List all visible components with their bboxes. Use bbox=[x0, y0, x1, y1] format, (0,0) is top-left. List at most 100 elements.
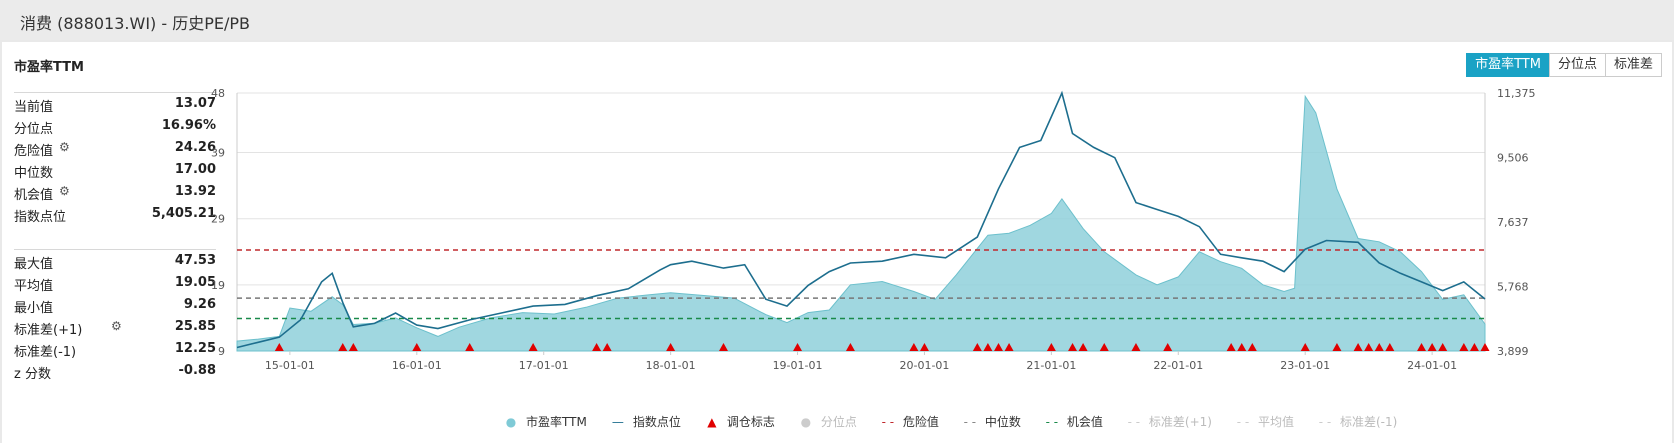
stat-row: 最小值 9.26 bbox=[14, 294, 216, 316]
gear-icon[interactable]: ⚙ bbox=[59, 184, 70, 198]
legend-symbol-icon: - - bbox=[1045, 414, 1059, 429]
gear-icon[interactable]: ⚙ bbox=[111, 319, 122, 333]
stat-label: 标准差(-1) bbox=[14, 345, 77, 360]
rebalance-marker bbox=[348, 343, 358, 351]
chart-panel: 市盈率TTM 市盈率TTM 分位点 标准差 当前值 13.07 分位点 16.96% 危… bbox=[2, 42, 1672, 443]
stat-label: 最大值 bbox=[14, 257, 54, 272]
stat-value: 47.53 bbox=[174, 253, 216, 268]
legend-symbol-icon: - - bbox=[1236, 414, 1250, 429]
legend-item[interactable]: — 指数点位 bbox=[609, 413, 681, 430]
rebalance-marker bbox=[1459, 343, 1469, 351]
stat-label: 标准差(+1) bbox=[14, 323, 83, 338]
x-tick-label: 17-01-01 bbox=[519, 359, 569, 372]
rebalance-marker bbox=[1480, 343, 1490, 351]
rebalance-marker bbox=[1385, 343, 1395, 351]
x-tick-label: 16-01-01 bbox=[392, 359, 442, 372]
rebalance-marker bbox=[1237, 343, 1247, 351]
rebalance-marker bbox=[1300, 343, 1310, 351]
rebalance-marker bbox=[1078, 343, 1088, 351]
rebalance-marker bbox=[1099, 343, 1109, 351]
stat-label: 指数点位 bbox=[14, 210, 67, 225]
stat-label: 最小值 bbox=[14, 301, 54, 316]
legend-item[interactable]: - - 标准差(+1) bbox=[1125, 413, 1212, 430]
stat-label: z 分数 bbox=[14, 367, 51, 382]
rebalance-marker bbox=[1046, 343, 1056, 351]
legend-label: 指数点位 bbox=[632, 415, 681, 429]
stat-value: 12.25 bbox=[174, 341, 216, 356]
rebalance-marker bbox=[274, 343, 284, 351]
stat-value: 25.85 bbox=[174, 319, 216, 334]
window-title: 消费 (888013.WI) - 历史PE/PB bbox=[20, 14, 250, 33]
legend-item[interactable]: ● 市盈率TTM bbox=[502, 413, 587, 430]
y-left-tick-label: 29 bbox=[211, 213, 225, 226]
rebalance-marker bbox=[983, 343, 993, 351]
stat-value: 13.07 bbox=[174, 96, 216, 111]
legend-item[interactable]: - - 机会值 bbox=[1043, 413, 1103, 430]
index-level-line bbox=[236, 90, 1486, 349]
x-tick-label: 15-01-01 bbox=[265, 359, 315, 372]
legend-label: 分位点 bbox=[820, 415, 857, 429]
rebalance-marker bbox=[602, 343, 612, 351]
rebalance-marker bbox=[793, 343, 803, 351]
panel-title: 市盈率TTM bbox=[14, 60, 84, 75]
legend-symbol-icon: - - bbox=[881, 414, 895, 429]
rebalance-marker bbox=[1163, 343, 1173, 351]
legend-item[interactable]: ▲ 调仓标志 bbox=[703, 413, 775, 430]
x-tick-label: 19-01-01 bbox=[773, 359, 823, 372]
stat-row: 中位数 17.00 bbox=[14, 159, 216, 181]
legend-item[interactable]: - - 标准差(-1) bbox=[1316, 413, 1398, 430]
y-right-tick-label: 11,375 bbox=[1497, 87, 1536, 100]
legend-label: 平均值 bbox=[1257, 415, 1294, 429]
legend-symbol-icon: - - bbox=[1127, 414, 1141, 429]
x-tick-label: 21-01-01 bbox=[1026, 359, 1076, 372]
x-tick-label: 20-01-01 bbox=[899, 359, 949, 372]
stat-label: 机会值 bbox=[14, 188, 54, 203]
legend-label: 市盈率TTM bbox=[526, 415, 587, 429]
stats-summary-bottom: 最大值 47.53 平均值 19.05 最小值 9.26 标准差(+1) ⚙ 25.85 标准差(… bbox=[14, 249, 216, 382]
std-dev-button[interactable]: 标准差 bbox=[1604, 53, 1662, 77]
stat-row: 危险值 ⚙ 24.26 bbox=[14, 137, 216, 159]
rebalance-marker bbox=[666, 343, 676, 351]
legend-item[interactable]: - - 中位数 bbox=[961, 413, 1021, 430]
stat-value: 9.26 bbox=[183, 297, 216, 312]
y-right-tick-label: 9,506 bbox=[1497, 152, 1529, 165]
legend-item[interactable]: - - 危险值 bbox=[879, 413, 939, 430]
stat-row: z 分数 -0.88 bbox=[14, 360, 216, 382]
rebalance-marker bbox=[719, 343, 729, 351]
rebalance-marker bbox=[592, 343, 602, 351]
view-toggle-group: 市盈率TTM 分位点 标准差 bbox=[1466, 53, 1662, 77]
legend-symbol-icon: - - bbox=[963, 414, 977, 429]
stat-label: 中位数 bbox=[14, 166, 54, 181]
chart-legend: ● 市盈率TTM — 指数点位 ▲ 调仓标志 ● 分位点 - - 危险值 - - 中位数 - - 机会值 -… bbox=[502, 413, 1419, 430]
y-left-tick-label: 48 bbox=[211, 87, 225, 100]
rebalance-marker bbox=[1353, 343, 1363, 351]
stat-value: 19.05 bbox=[174, 275, 216, 290]
rebalance-marker bbox=[465, 343, 475, 351]
y-left-tick-label: 19 bbox=[211, 279, 225, 292]
stat-value: 13.92 bbox=[174, 184, 216, 199]
legend-item[interactable]: - - 平均值 bbox=[1234, 413, 1294, 430]
stat-label: 平均值 bbox=[14, 279, 54, 294]
rebalance-marker bbox=[1438, 343, 1448, 351]
pe-history-chart: 9 19 29 39 48 3,899 5,768 7,637 9,506 11,375 15-01… bbox=[211, 87, 1536, 372]
stat-value: 24.26 bbox=[174, 140, 216, 155]
legend-symbol-icon: — bbox=[611, 414, 624, 429]
rebalance-marker bbox=[1226, 343, 1236, 351]
stat-row: 指数点位 5,405.21 bbox=[14, 203, 216, 225]
gear-icon[interactable]: ⚙ bbox=[59, 140, 70, 154]
rebalance-marker bbox=[1332, 343, 1342, 351]
legend-label: 标准差(+1) bbox=[1148, 415, 1212, 429]
stats-summary-top: 当前值 13.07 分位点 16.96% 危险值 ⚙ 24.26 中位数 17.00 机会值 ⚙ 13… bbox=[14, 92, 216, 225]
stat-label: 危险值 bbox=[14, 144, 54, 159]
stat-value: 16.96% bbox=[161, 118, 216, 133]
x-tick-label: 24-01-01 bbox=[1407, 359, 1457, 372]
legend-label: 标准差(-1) bbox=[1339, 415, 1398, 429]
rebalance-marker bbox=[972, 343, 982, 351]
rebalance-marker bbox=[1469, 343, 1479, 351]
rebalance-marker bbox=[1364, 343, 1374, 351]
legend-item[interactable]: ● 分位点 bbox=[797, 413, 857, 430]
rebalance-marker bbox=[1004, 343, 1014, 351]
x-tick-label: 18-01-01 bbox=[646, 359, 696, 372]
legend-label: 危险值 bbox=[902, 415, 939, 429]
legend-label: 机会值 bbox=[1066, 415, 1103, 429]
